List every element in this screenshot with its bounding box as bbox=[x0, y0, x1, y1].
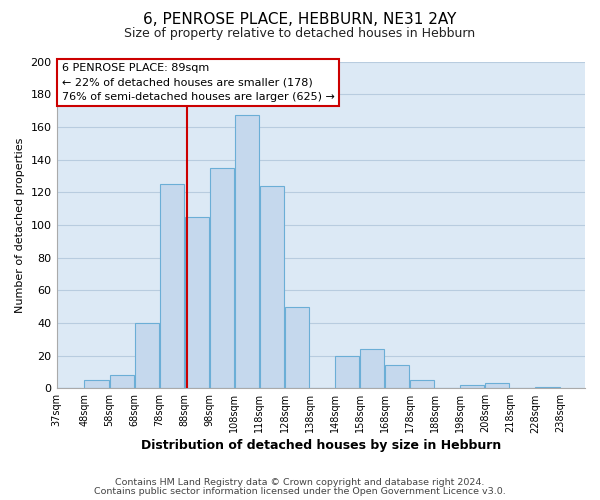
Text: 6, PENROSE PLACE, HEBBURN, NE31 2AY: 6, PENROSE PLACE, HEBBURN, NE31 2AY bbox=[143, 12, 457, 28]
Bar bbox=[160, 184, 184, 388]
Bar bbox=[110, 375, 134, 388]
X-axis label: Distribution of detached houses by size in Hebburn: Distribution of detached houses by size … bbox=[140, 440, 501, 452]
Bar bbox=[185, 216, 209, 388]
Bar bbox=[85, 380, 109, 388]
Bar bbox=[209, 168, 234, 388]
Bar bbox=[385, 366, 409, 388]
Bar bbox=[335, 356, 359, 388]
Y-axis label: Number of detached properties: Number of detached properties bbox=[15, 137, 25, 312]
Bar bbox=[285, 306, 309, 388]
Text: Contains public sector information licensed under the Open Government Licence v3: Contains public sector information licen… bbox=[94, 487, 506, 496]
Text: 6 PENROSE PLACE: 89sqm
← 22% of detached houses are smaller (178)
76% of semi-de: 6 PENROSE PLACE: 89sqm ← 22% of detached… bbox=[62, 63, 335, 102]
Text: Size of property relative to detached houses in Hebburn: Size of property relative to detached ho… bbox=[124, 28, 476, 40]
Bar bbox=[260, 186, 284, 388]
Bar bbox=[410, 380, 434, 388]
Text: Contains HM Land Registry data © Crown copyright and database right 2024.: Contains HM Land Registry data © Crown c… bbox=[115, 478, 485, 487]
Bar bbox=[235, 116, 259, 388]
Bar bbox=[134, 323, 159, 388]
Bar bbox=[460, 385, 484, 388]
Bar bbox=[485, 384, 509, 388]
Bar bbox=[535, 386, 560, 388]
Bar bbox=[360, 349, 384, 389]
